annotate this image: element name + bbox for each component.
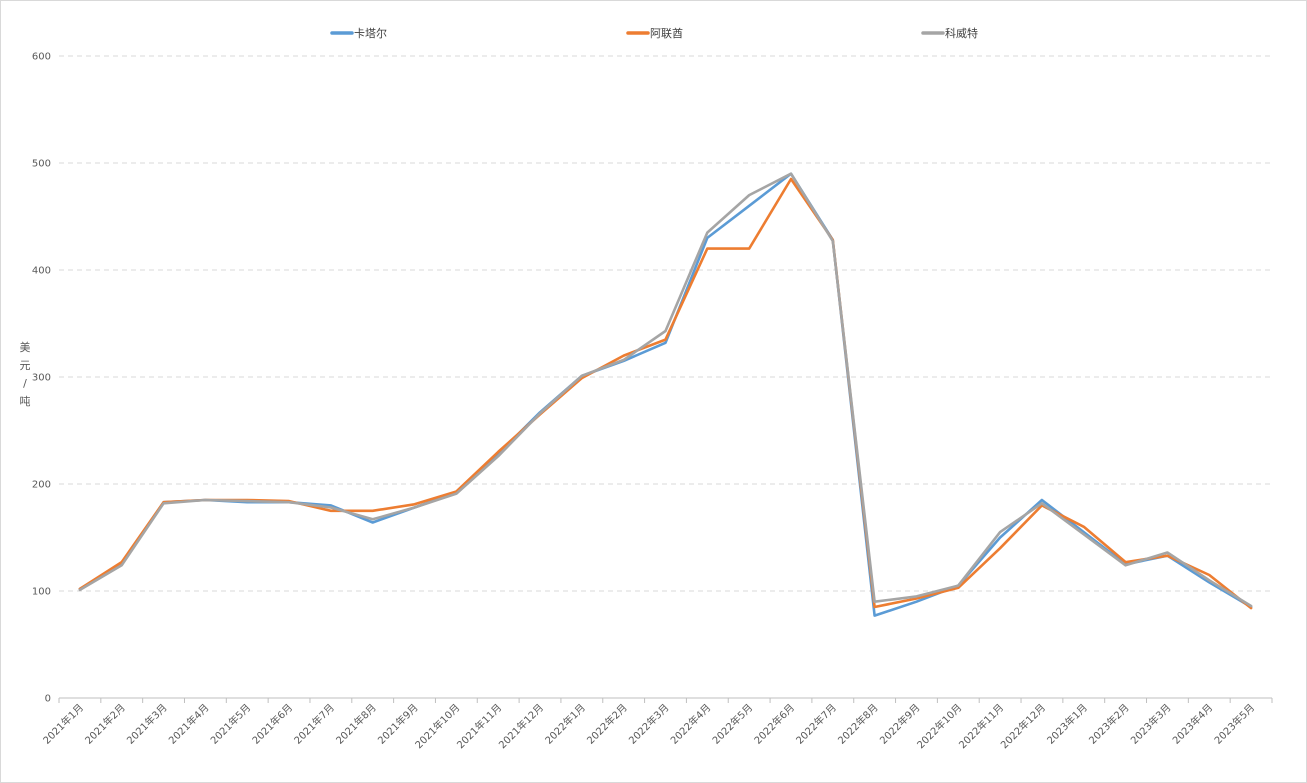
x-tick-labels: 2021年1月2021年2月2021年3月2021年4月2021年5月2021年… <box>40 701 1257 751</box>
x-tick-label: 2022年8月 <box>835 701 881 747</box>
series-layer <box>78 172 1253 617</box>
x-tick-label: 2022年2月 <box>584 701 630 747</box>
x-tick-label: 2021年6月 <box>249 701 295 747</box>
x-tick-label: 2022年3月 <box>626 701 672 747</box>
x-tick-label: 2021年3月 <box>124 701 170 747</box>
series-line-3 <box>78 172 1253 608</box>
x-tick-label: 2023年3月 <box>1128 701 1174 747</box>
x-tick-label: 2023年1月 <box>1044 701 1090 747</box>
legend-label: 科威特 <box>945 26 978 40</box>
x-tick-label: 2021年12月 <box>496 701 546 751</box>
y-tick-label: 300 <box>32 373 51 384</box>
x-tick-label: 2021年9月 <box>375 701 421 747</box>
y-tick-label: 500 <box>32 159 51 170</box>
x-tick-label: 2021年2月 <box>82 701 128 747</box>
y-tick-label: 100 <box>32 587 51 598</box>
grid-layer <box>59 55 1272 592</box>
x-tick-label: 2023年2月 <box>1086 701 1132 747</box>
y-tick-labels: 0 100 200 300 400 500 600 <box>32 52 51 705</box>
legend-label: 阿联酋 <box>650 26 683 40</box>
y-tick-label: 200 <box>32 480 51 491</box>
series-line-2 <box>78 177 1253 610</box>
legend: 卡塔尔 阿联酋 科威特 <box>330 26 978 40</box>
x-tick-label: 2021年8月 <box>333 701 379 747</box>
x-tick-label: 2021年5月 <box>208 701 254 747</box>
x-tick-label: 2022年9月 <box>877 701 923 747</box>
y-axis-title-char: / <box>23 377 27 390</box>
x-tick-label: 2021年7月 <box>291 701 337 747</box>
y-tick-label: 600 <box>32 52 51 63</box>
legend-label: 卡塔尔 <box>354 27 387 40</box>
y-tick-label: 0 <box>45 694 51 705</box>
x-tick-label: 2022年12月 <box>998 701 1048 751</box>
y-axis-title-char: 美 <box>20 341 31 354</box>
axis-layer <box>58 697 1273 703</box>
y-axis-title-char: 元 <box>20 359 31 372</box>
x-tick-label: 2021年1月 <box>40 701 86 747</box>
y-axis-title-char: 吨 <box>20 395 31 408</box>
x-tick-label: 2022年4月 <box>668 701 714 747</box>
series-line-1 <box>78 172 1253 617</box>
x-tick-label: 2023年5月 <box>1211 701 1257 747</box>
x-tick-label: 2022年1月 <box>542 701 588 747</box>
x-tick-label: 2021年4月 <box>166 701 212 747</box>
x-tick-label: 2023年4月 <box>1170 701 1216 747</box>
y-tick-label: 400 <box>32 266 51 277</box>
x-tick-label: 2022年6月 <box>751 701 797 747</box>
x-tick-label: 2022年7月 <box>793 701 839 747</box>
x-tick-label: 2022年5月 <box>709 701 755 747</box>
y-axis-title: 美元 / 吨 <box>20 341 31 408</box>
